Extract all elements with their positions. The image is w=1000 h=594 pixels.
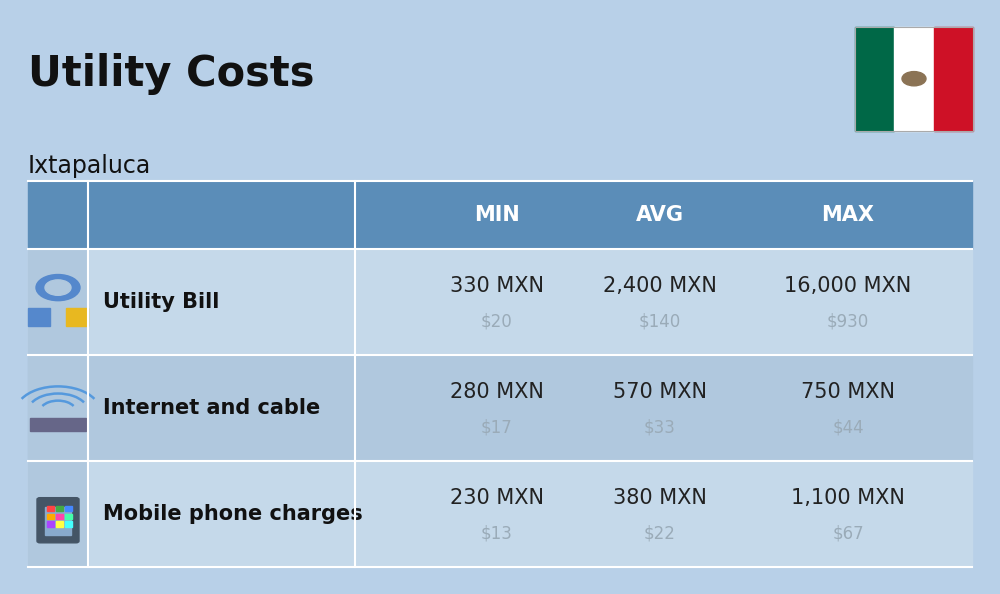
Bar [66,308,88,326]
Text: $20: $20 [481,312,513,330]
Text: Utility Costs: Utility Costs [28,53,314,96]
Bar [56,506,63,511]
Bar [56,514,63,519]
Bar [28,249,972,355]
Bar [934,27,973,131]
Text: Internet and cable: Internet and cable [103,399,320,418]
Text: AVG: AVG [636,206,684,225]
Bar [28,308,50,326]
Text: 750 MXN: 750 MXN [801,382,895,402]
Text: $17: $17 [481,418,513,437]
Bar [28,181,972,249]
Bar [894,27,934,131]
Text: 1,100 MXN: 1,100 MXN [791,488,905,508]
Bar [28,462,972,567]
Bar [47,522,54,527]
Circle shape [45,280,71,295]
Bar [855,27,973,131]
Text: 230 MXN: 230 MXN [450,488,544,508]
Bar [30,418,86,431]
Circle shape [36,274,80,301]
Text: $67: $67 [832,525,864,542]
Text: $13: $13 [481,525,513,542]
Bar [65,522,72,527]
Text: 380 MXN: 380 MXN [613,488,707,508]
Text: $33: $33 [644,418,676,437]
Bar [65,506,72,511]
Bar [28,249,88,355]
Text: Mobile phone charges: Mobile phone charges [103,504,363,525]
Bar [855,27,894,131]
Text: $140: $140 [639,312,681,330]
Text: 570 MXN: 570 MXN [613,382,707,402]
Text: MIN: MIN [474,206,520,225]
Bar [45,507,71,535]
Text: MAX: MAX [822,206,874,225]
Bar [65,514,72,519]
Bar [28,355,88,462]
Text: 330 MXN: 330 MXN [450,276,544,296]
Bar [28,355,972,462]
Text: Ixtapaluca: Ixtapaluca [28,154,151,178]
Text: $44: $44 [832,418,864,437]
Text: 16,000 MXN: 16,000 MXN [784,276,912,296]
Bar [28,462,88,567]
Text: Utility Bill: Utility Bill [103,292,219,312]
FancyBboxPatch shape [37,498,79,543]
Bar [47,514,54,519]
Bar [56,522,63,527]
Text: $930: $930 [827,312,869,330]
Text: 280 MXN: 280 MXN [450,382,544,402]
Circle shape [902,71,926,86]
Bar [47,506,54,511]
Text: 2,400 MXN: 2,400 MXN [603,276,717,296]
Text: $22: $22 [644,525,676,542]
